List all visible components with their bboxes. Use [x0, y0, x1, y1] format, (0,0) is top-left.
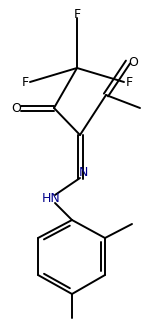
Text: HN: HN	[42, 191, 60, 205]
Text: F: F	[73, 9, 81, 21]
Text: F: F	[21, 75, 28, 89]
Text: F: F	[126, 75, 133, 89]
Text: O: O	[128, 57, 138, 69]
Text: O: O	[11, 102, 21, 114]
Text: N: N	[78, 166, 88, 180]
